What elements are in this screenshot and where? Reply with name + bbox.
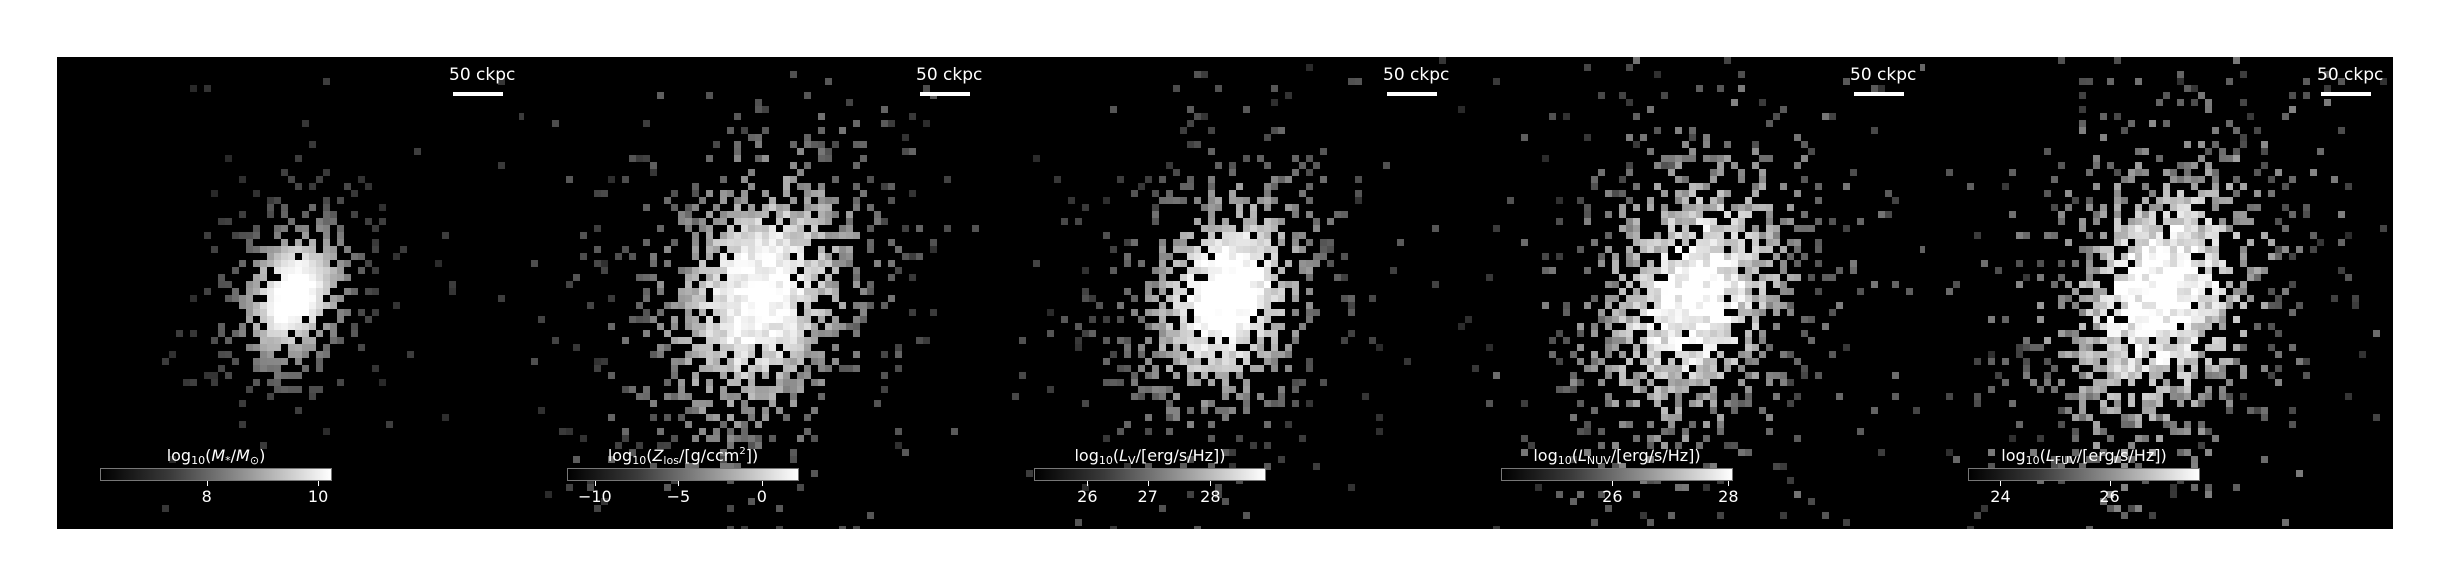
colorbar-tick bbox=[1147, 481, 1149, 486]
scalebar-label: 50 ckpc bbox=[1850, 65, 1917, 85]
map-panel-luminosity-v: 50 ckpc log10(LV/[erg/s/Hz]) 26 27 28 bbox=[991, 57, 1458, 529]
scalebar-line bbox=[920, 92, 970, 96]
galaxy-map-image bbox=[1012, 57, 1446, 529]
colorbar-tick-label: 28 bbox=[1200, 487, 1221, 506]
scalebar-line bbox=[1387, 92, 1437, 96]
colorbar-tick-label: 27 bbox=[1137, 487, 1158, 506]
colorbar-tick bbox=[2109, 481, 2111, 486]
colorbar-tick bbox=[678, 481, 680, 486]
colorbar-tick-label: 24 bbox=[1990, 487, 2011, 506]
scalebar-line bbox=[453, 92, 503, 96]
scalebar-label: 50 ckpc bbox=[449, 65, 516, 85]
figure-strip: 50 ckpc log10(M*/M⊙) 8 10 50 ckpc log10(Zlos/… bbox=[57, 57, 2393, 529]
colorbar-tick-label: 26 bbox=[2099, 487, 2120, 506]
colorbar-tick bbox=[1087, 481, 1089, 486]
map-panel-metallicity: 50 ckpc log10(Zlos/[g/ccm2]) −10 −5 0 bbox=[524, 57, 991, 529]
colorbar-tick bbox=[2000, 481, 2002, 486]
colorbar-tick-label: −10 bbox=[577, 487, 612, 506]
galaxy-map-image bbox=[162, 78, 524, 512]
colorbar bbox=[567, 468, 799, 481]
colorbar-tick-label: 8 bbox=[201, 487, 212, 506]
colorbar bbox=[1968, 468, 2200, 481]
colorbar-tick-label: −5 bbox=[666, 487, 691, 506]
scalebar-label: 50 ckpc bbox=[2317, 65, 2384, 85]
colorbar-title: log10(M*/M⊙) bbox=[166, 446, 266, 467]
colorbar-tick bbox=[1728, 481, 1730, 486]
colorbar bbox=[1501, 468, 1733, 481]
colorbar-tick bbox=[594, 481, 596, 486]
scalebar-line bbox=[2321, 92, 2371, 96]
scalebar-label: 50 ckpc bbox=[916, 65, 983, 85]
scalebar-line bbox=[1854, 92, 1904, 96]
map-panel-luminosity-nuv: 50 ckpc log10(LNUV/[erg/s/Hz]) 26 28 bbox=[1458, 57, 1925, 529]
scalebar-label: 50 ckpc bbox=[1383, 65, 1450, 85]
map-panel-luminosity-fuv: 50 ckpc log10(LFUV/[erg/s/Hz]) 24 26 bbox=[1925, 57, 2392, 529]
map-panel-stellar-mass: 50 ckpc log10(M*/M⊙) 8 10 bbox=[57, 57, 524, 529]
colorbar-tick-label: 0 bbox=[756, 487, 767, 506]
colorbar-tick bbox=[206, 481, 208, 486]
colorbar-tick bbox=[761, 481, 763, 486]
colorbar-tick bbox=[1210, 481, 1212, 486]
colorbar-tick-label: 26 bbox=[1602, 487, 1623, 506]
colorbar bbox=[1034, 468, 1266, 481]
colorbar-title: log10(LNUV/[erg/s/Hz]) bbox=[1533, 446, 1701, 467]
colorbar-tick-label: 26 bbox=[1077, 487, 1098, 506]
colorbar-tick-label: 28 bbox=[1718, 487, 1739, 506]
colorbar-tick-label: 10 bbox=[307, 487, 329, 506]
galaxy-map-image bbox=[531, 71, 979, 529]
colorbar bbox=[100, 468, 332, 481]
colorbar-title: log10(LFUV/[erg/s/Hz]) bbox=[2001, 446, 2167, 467]
galaxy-map-image bbox=[1946, 57, 2387, 529]
galaxy-map-image bbox=[1458, 57, 1925, 529]
colorbar-tick bbox=[318, 481, 320, 486]
colorbar-title: log10(LV/[erg/s/Hz]) bbox=[1074, 446, 1226, 467]
colorbar-title: log10(Zlos/[g/ccm2]) bbox=[607, 446, 759, 467]
colorbar-tick bbox=[1612, 481, 1614, 486]
